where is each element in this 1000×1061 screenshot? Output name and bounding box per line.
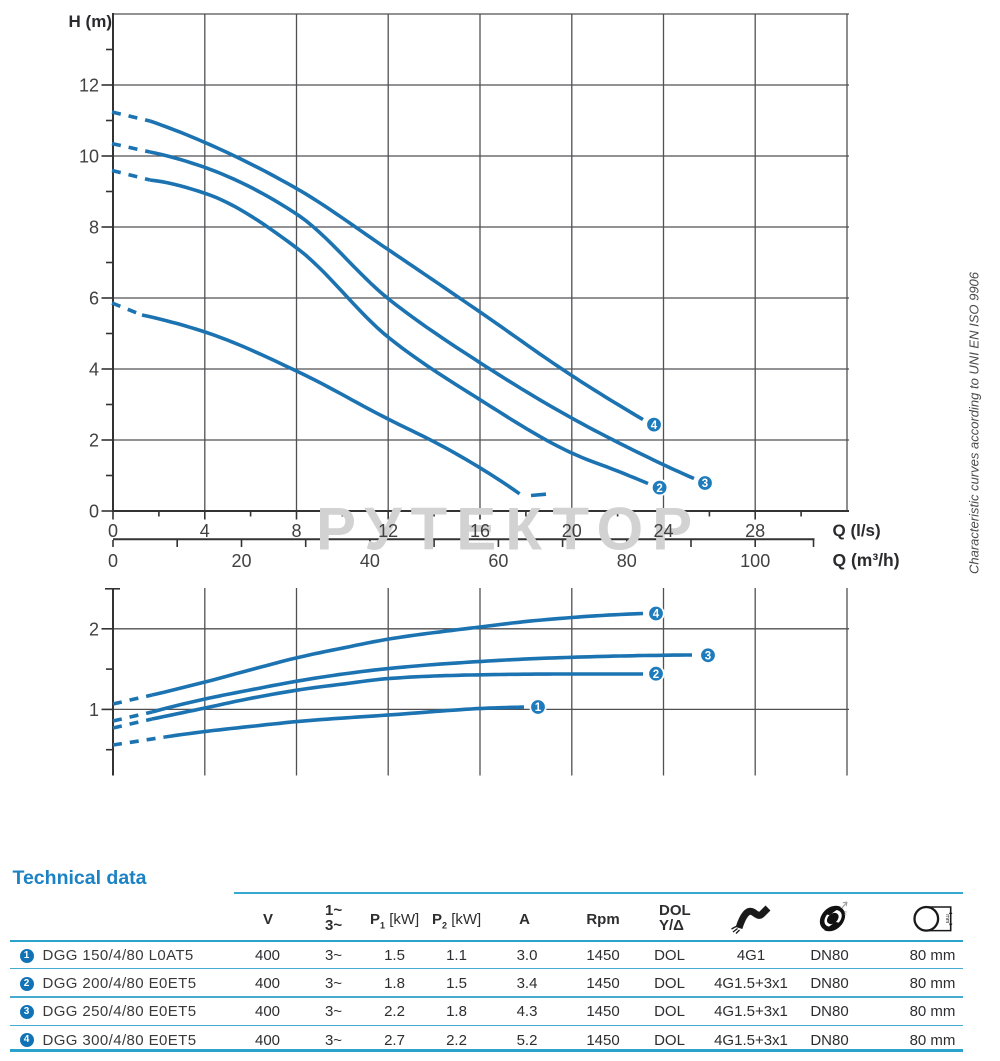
svg-text:mm: mm bbox=[944, 914, 950, 924]
svg-text:РУТЕКТОР: РУТЕКТОР bbox=[316, 496, 701, 563]
svg-text:20: 20 bbox=[562, 521, 582, 541]
svg-text:1: 1 bbox=[89, 700, 99, 720]
svg-text:4: 4 bbox=[651, 420, 658, 432]
svg-text:3: 3 bbox=[702, 478, 708, 490]
svg-text:4: 4 bbox=[200, 521, 210, 541]
svg-text:100: 100 bbox=[740, 551, 770, 571]
svg-text:2: 2 bbox=[656, 483, 662, 495]
svg-text:Q (m³/h): Q (m³/h) bbox=[833, 550, 900, 570]
svg-text:2: 2 bbox=[89, 431, 99, 451]
svg-text:8: 8 bbox=[291, 521, 301, 541]
svg-text:0: 0 bbox=[108, 521, 118, 541]
svg-text:2: 2 bbox=[653, 669, 659, 681]
svg-text:20: 20 bbox=[231, 551, 251, 571]
svg-text:2: 2 bbox=[844, 911, 847, 917]
svg-text:0: 0 bbox=[108, 551, 118, 571]
svg-text:1: 1 bbox=[535, 702, 542, 714]
svg-text:0: 0 bbox=[89, 502, 99, 522]
svg-text:40: 40 bbox=[360, 551, 380, 571]
svg-text:24: 24 bbox=[653, 521, 673, 541]
svg-text:28: 28 bbox=[745, 521, 765, 541]
svg-text:6: 6 bbox=[89, 289, 99, 309]
svg-text:3: 3 bbox=[705, 651, 711, 663]
svg-text:10: 10 bbox=[79, 147, 99, 167]
svg-text:2: 2 bbox=[89, 619, 99, 639]
svg-text:Q (l/s): Q (l/s) bbox=[833, 521, 881, 540]
svg-text:4: 4 bbox=[653, 609, 660, 621]
svg-text:12: 12 bbox=[79, 76, 99, 96]
svg-text:Characteristic curves accordin: Characteristic curves according to UNI E… bbox=[967, 271, 982, 574]
svg-text:12: 12 bbox=[378, 521, 398, 541]
svg-text:H (m): H (m) bbox=[69, 12, 112, 31]
svg-text:16: 16 bbox=[470, 521, 490, 541]
svg-text:4: 4 bbox=[89, 360, 99, 380]
svg-text:60: 60 bbox=[488, 551, 508, 571]
svg-text:80: 80 bbox=[617, 551, 637, 571]
svg-text:8: 8 bbox=[89, 218, 99, 238]
